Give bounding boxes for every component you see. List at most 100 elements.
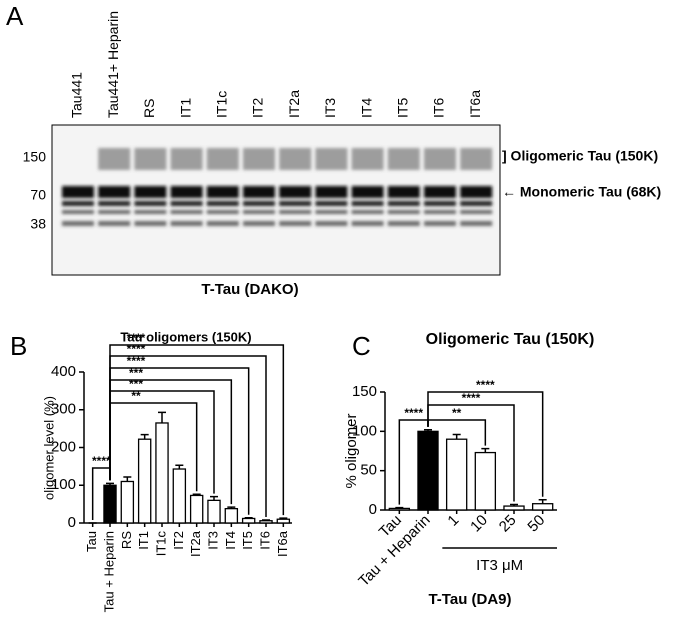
panel-letter: A: [6, 1, 24, 31]
bar: [137, 438, 152, 524]
chart-title: Tau oligomers (150K): [120, 329, 251, 344]
monomer-band: [170, 201, 203, 206]
monomer-band: [62, 201, 94, 206]
low-band: [460, 221, 493, 226]
significance-bracket: [427, 391, 544, 497]
low-band: [206, 221, 239, 226]
band-annotation: ] Oligomeric Tau (150K): [502, 148, 658, 164]
monomer-band: [279, 201, 312, 206]
error-bar: [262, 519, 270, 521]
error-bar: [424, 429, 432, 432]
bar: [417, 430, 439, 511]
x-tick-label: IT6: [257, 531, 272, 550]
x-tick-label: IT3: [205, 531, 220, 550]
significance-label: ***: [129, 366, 143, 380]
oligomer-band: [206, 148, 239, 170]
monomer-band: [206, 210, 239, 214]
monomer-band: [351, 210, 384, 214]
oligomer-band: [315, 148, 348, 170]
y-tick-label: 100: [51, 476, 76, 493]
bar: [474, 451, 497, 511]
bar: [103, 484, 117, 524]
oligomer-band: [170, 148, 203, 170]
bar: [120, 480, 135, 524]
bar: [189, 494, 204, 524]
error-bar: [481, 447, 490, 453]
x-tick-label: RS: [119, 531, 134, 549]
monomer-band: [98, 186, 131, 198]
bar: [531, 503, 554, 511]
low-band: [62, 221, 94, 226]
lane-label: IT6a: [467, 90, 483, 118]
x-tick-label: IT2a: [188, 530, 203, 557]
error-bar: [210, 495, 218, 501]
oligomer-band: [243, 148, 275, 170]
bar: [241, 517, 256, 524]
lane-label: IT2a: [286, 90, 302, 118]
y-tick-label: 100: [352, 422, 377, 439]
x-tick-label: Tau: [84, 531, 99, 552]
significance-label: ****: [127, 354, 146, 368]
lane-label: IT3: [322, 98, 338, 118]
significance-bracket: [109, 344, 285, 516]
band-annotation: ← Monomeric Tau (68K): [502, 184, 661, 200]
monomer-band: [134, 210, 167, 214]
x-tick-label: IT1: [136, 531, 151, 550]
oligomer-band: [98, 148, 131, 170]
monomer-band: [243, 186, 275, 198]
monomer-band: [460, 210, 493, 214]
lane-label: IT6: [431, 98, 447, 118]
monomer-band: [98, 201, 131, 206]
monomer-band: [315, 210, 348, 214]
low-band: [351, 221, 384, 226]
x-tick-label: 50: [524, 512, 548, 536]
monomer-band: [424, 210, 456, 214]
monomer-band: [206, 201, 239, 206]
error-bar: [175, 464, 184, 470]
blot-bands: [62, 148, 493, 226]
lane-label: Tau441+ Heparin: [105, 11, 121, 118]
oligomer-band: [424, 148, 456, 170]
y-tick-label: 0: [68, 514, 76, 531]
bar: [259, 520, 273, 524]
error-bar: [510, 503, 518, 507]
error-bar: [395, 506, 404, 509]
x-tick-label: 1: [444, 512, 462, 530]
lane-label: IT1: [177, 98, 193, 118]
bar: [388, 507, 411, 511]
error-bar: [123, 476, 132, 482]
oligomer-band: [279, 148, 312, 170]
lane-label: Tau441: [69, 72, 85, 118]
monomer-band: [62, 186, 94, 198]
low-band: [170, 221, 203, 226]
low-band: [98, 221, 131, 226]
mw-marker: 70: [30, 187, 46, 203]
monomer-band: [387, 186, 420, 198]
mw-marker: 150: [23, 149, 47, 165]
y-tick-label: 0: [369, 501, 377, 518]
low-band: [387, 221, 420, 226]
error-bar: [452, 433, 461, 440]
blot-frame: [51, 124, 501, 276]
monomer-band: [134, 186, 167, 198]
oligomer-band: [387, 148, 420, 170]
chart-title: Oligomeric Tau (150K): [426, 331, 595, 348]
panel-letter: C: [352, 331, 371, 361]
x-tick-label: IT5: [240, 531, 255, 550]
x-tick-label: Tau + Heparin: [101, 531, 116, 612]
y-tick-label: 50: [360, 462, 377, 479]
bar: [276, 518, 291, 524]
lane-label: RS: [141, 99, 157, 118]
error-bar: [538, 499, 547, 504]
significance-label: ****: [92, 454, 111, 468]
lane-label: IT4: [358, 98, 374, 118]
monomer-band: [206, 186, 239, 198]
x-tick-label: 25: [496, 512, 520, 536]
oligomer-band: [351, 148, 384, 170]
panel-letter: B: [10, 331, 27, 361]
error-bar: [227, 506, 236, 509]
y-tick-label: 150: [352, 383, 377, 400]
oligomer-band: [460, 148, 493, 170]
lane-label: IT2: [250, 98, 266, 118]
x-tick-label: IT4: [223, 531, 238, 550]
